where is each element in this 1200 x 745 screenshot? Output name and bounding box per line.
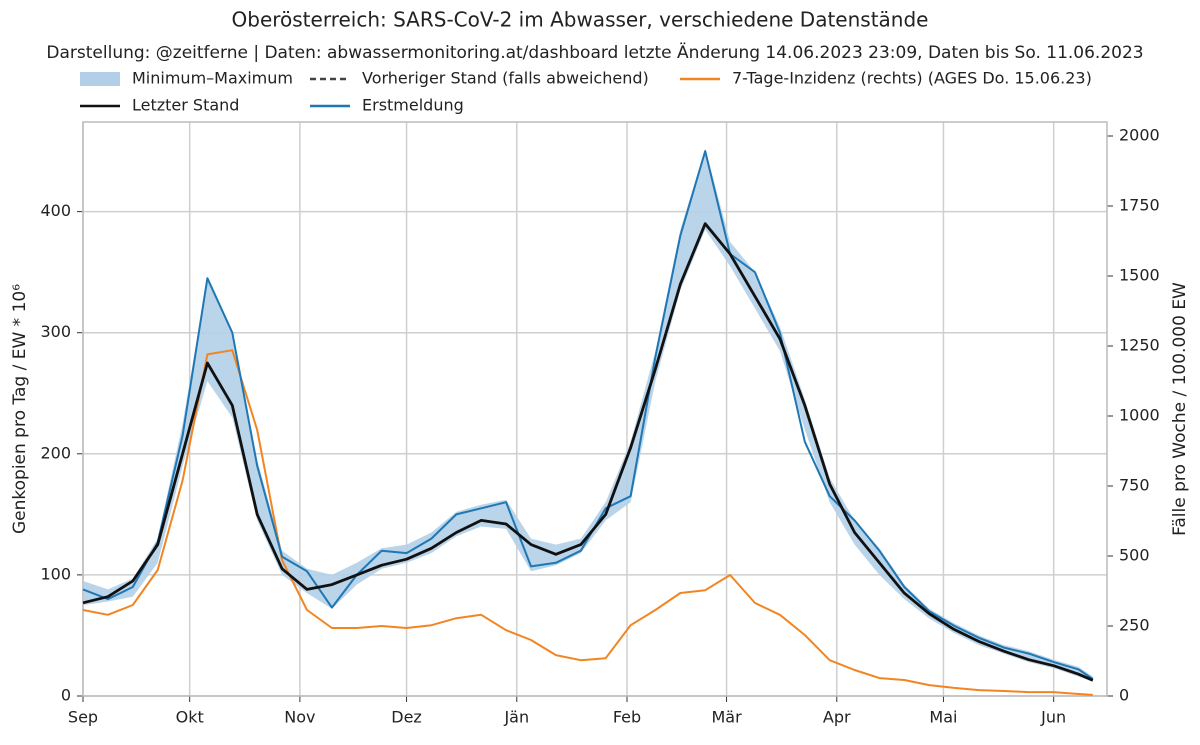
y2-tick-label: 750 (1119, 476, 1150, 495)
x-tick-label: Sep (68, 708, 98, 727)
chart-subtitle: Darstellung: @zeitferne | Daten: abwasse… (46, 42, 1143, 63)
plot-frame (82, 121, 1108, 697)
y2-axis-label: Fälle pro Woche / 100.000 EW (1170, 282, 1190, 536)
chart-title: Oberösterreich: SARS-CoV-2 im Abwasser, … (232, 8, 929, 32)
x-tick-label: Jän (503, 708, 529, 727)
y-tick-label: 100 (40, 564, 71, 583)
y-tick-label: 400 (40, 201, 71, 220)
x-tick-label: Mai (929, 708, 957, 727)
series-line (82, 222, 1094, 682)
x-tick-label: Dez (391, 708, 422, 727)
x-tick-label: Mär (711, 708, 742, 727)
y2-tick-label: 1250 (1119, 336, 1160, 355)
y2-tick-label: 1500 (1119, 266, 1160, 285)
y2-tick-label: 1000 (1119, 406, 1160, 425)
legend-label: Minimum–Maximum (132, 69, 293, 88)
legend-label: Erstmeldung (362, 96, 464, 115)
y2-tick-label: 250 (1119, 616, 1150, 635)
x-tick-label: Jun (1040, 708, 1066, 727)
legend-label: 7-Tage-Inzidenz (rechts) (AGES Do. 15.06… (732, 69, 1092, 88)
y-axis-label: Genkopien pro Tag / EW * 10⁶ (10, 284, 30, 534)
y-tick-label: 200 (40, 443, 71, 462)
y-tick-label: 300 (40, 322, 71, 341)
y2-tick-label: 500 (1119, 546, 1150, 565)
x-tick-label: Feb (613, 708, 641, 727)
y2-tick-label: 2000 (1119, 126, 1160, 145)
x-tick-label: Nov (284, 708, 315, 727)
y-tick-label: 0 (61, 686, 71, 705)
x-tick-label: Apr (823, 708, 851, 727)
legend-label: Vorheriger Stand (falls abweichend) (362, 69, 649, 88)
legend-swatch (80, 72, 120, 86)
legend-label: Letzter Stand (132, 96, 239, 115)
y2-tick-label: 1750 (1119, 196, 1160, 215)
series-line (82, 349, 1093, 696)
y2-tick-label: 0 (1119, 686, 1129, 705)
x-tick-label: Okt (176, 708, 204, 727)
